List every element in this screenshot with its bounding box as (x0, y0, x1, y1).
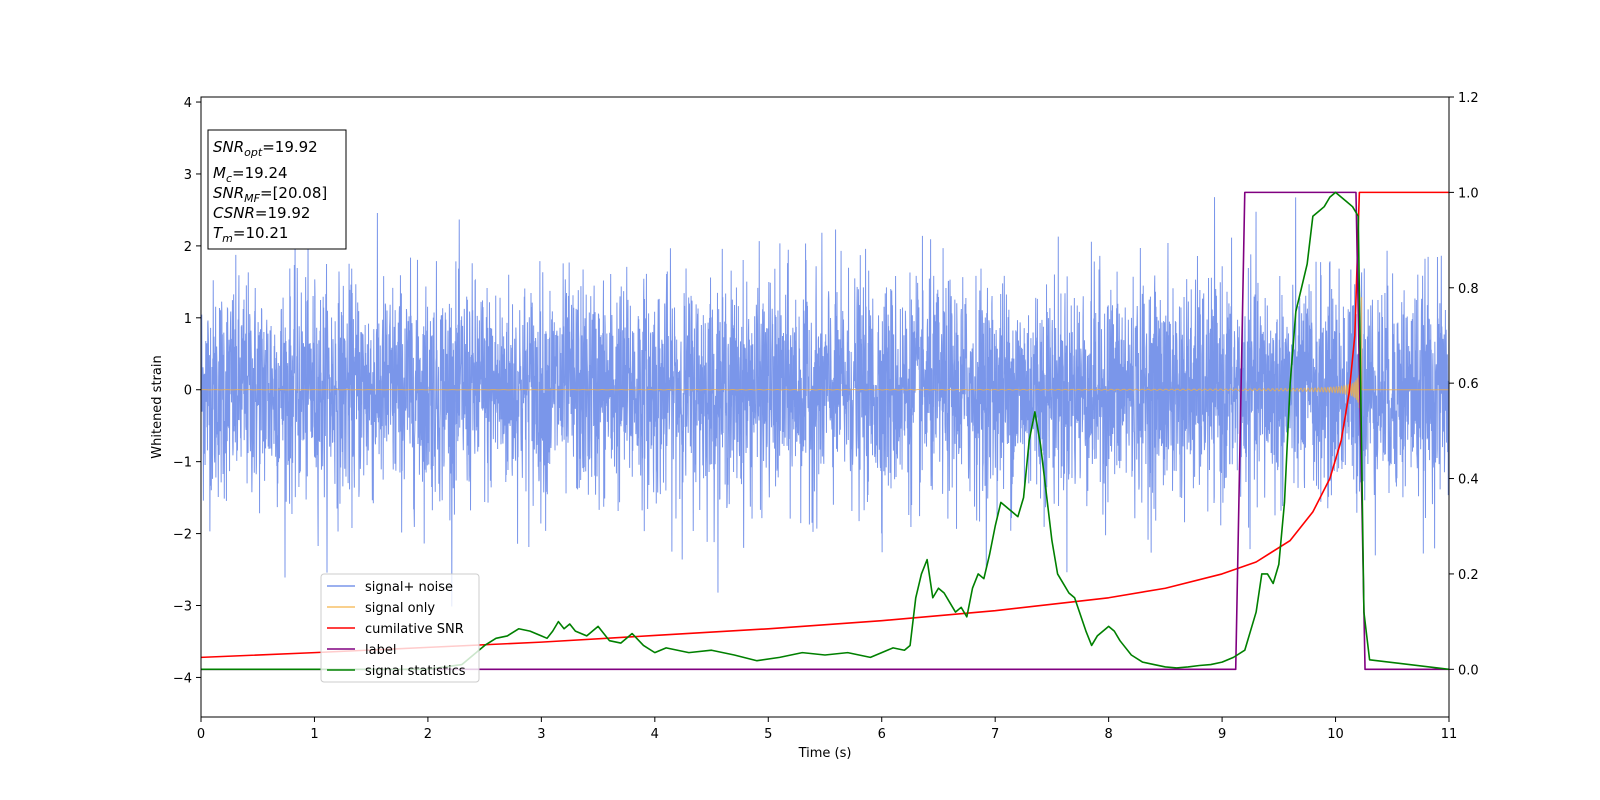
info-snr-mf: SNRMF=[20.08] (213, 184, 327, 205)
info-snr-opt: SNRopt=19.92 (213, 138, 318, 159)
plot-frame (200, 96, 1450, 718)
legend-entry-signal-noise: signal+ noise (327, 580, 453, 595)
x-tick-label: 2 (424, 727, 432, 742)
legend-label-cumulative-snr: cumilative SNR (365, 622, 464, 637)
x-tick-label: 4 (651, 727, 659, 742)
legend-label-signal-statistics: signal statistics (365, 664, 466, 679)
legend-entry-signal-only: signal only (327, 601, 435, 616)
x-tick-label: 6 (878, 727, 886, 742)
y-tick-label: 1 (184, 312, 192, 327)
info-box: SNRopt=19.92 Mc=19.24 SNRMF=[20.08] CSNR… (207, 129, 347, 250)
y-tick-label: 2 (184, 240, 192, 255)
y2-tick-label: 1.2 (1458, 91, 1479, 106)
info-tm: Tm=10.21 (213, 224, 288, 245)
legend-label-signal-noise: signal+ noise (365, 580, 453, 595)
legend-entry-cumulative-snr: cumilative SNR (327, 622, 464, 637)
legend: signal+ noise signal only cumilative SNR… (320, 573, 480, 683)
x-tick-label: 8 (1104, 727, 1112, 742)
y-tick-label: −4 (173, 671, 192, 686)
y2-tick-label: 0.4 (1458, 473, 1479, 488)
series-signal-statistics-line (201, 191, 1449, 671)
y-tick-label: 4 (184, 96, 192, 111)
legend-box (320, 573, 480, 683)
x-tick-label: 7 (991, 727, 999, 742)
legend-entry-signal-statistics: signal statistics (327, 664, 466, 679)
series-label-line (201, 191, 1449, 671)
x-tick-label: 0 (197, 727, 205, 742)
y-tick-label: 0 (184, 384, 192, 399)
y-tick-label: −1 (173, 456, 192, 471)
y2-tick-label: 0.8 (1458, 282, 1479, 297)
info-mc: Mc=19.24 (213, 164, 288, 185)
y-axis-label: Whitened strain (150, 355, 165, 458)
y-tick-label: 3 (184, 168, 192, 183)
y-tick-label: −2 (173, 528, 192, 543)
x-tick-label: 10 (1327, 727, 1344, 742)
x-tick-label: 1 (310, 727, 318, 742)
y2-tick-label: 0.6 (1458, 377, 1479, 392)
legend-label-label: label (365, 643, 396, 658)
y2-tick-label: 0.0 (1458, 663, 1479, 678)
legend-entry-label: label (327, 643, 396, 658)
y2-tick-label: 0.2 (1458, 568, 1479, 583)
y2-tick-label: 1.0 (1458, 186, 1479, 201)
x-tick-label: 9 (1218, 727, 1226, 742)
x-tick-label: 5 (764, 727, 772, 742)
info-csnr: CSNR=19.92 (213, 204, 310, 222)
series-cumulative-snr-line (201, 191, 1449, 659)
x-tick-label: 11 (1441, 727, 1458, 742)
x-tick-label: 3 (537, 727, 545, 742)
x-axis-label: Time (s) (798, 746, 852, 761)
legend-label-signal-only: signal only (365, 601, 435, 616)
y-tick-label: −3 (173, 600, 192, 615)
